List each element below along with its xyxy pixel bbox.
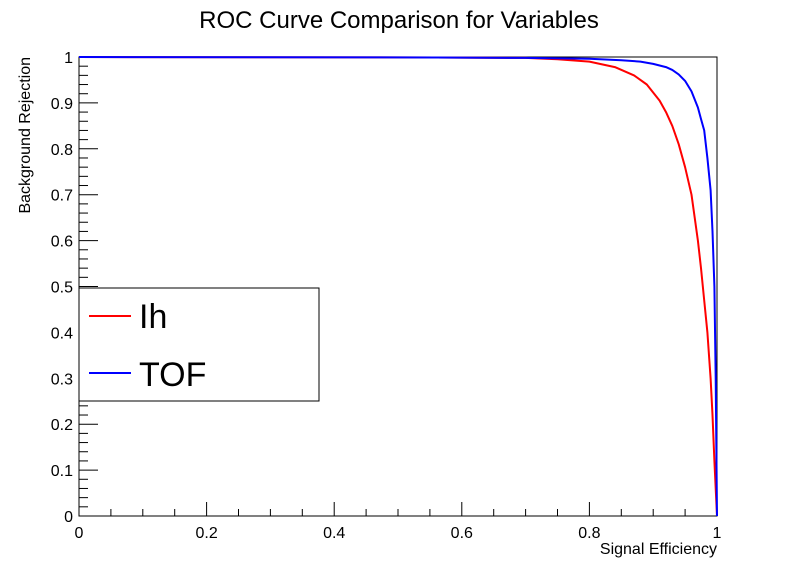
y-tick-label: 0.3 (51, 371, 73, 388)
x-tick-label: 0.6 (451, 525, 473, 542)
x-tick-label: 0.4 (323, 525, 345, 542)
legend-label-tof: TOF (139, 356, 206, 394)
chart-title: ROC Curve Comparison for Variables (199, 7, 599, 34)
series-line-ih (78, 56, 718, 517)
x-axis-title: Signal Efficiency (600, 541, 717, 558)
y-tick-label: 0.2 (51, 417, 73, 434)
x-axis: 0 0.2 0.4 0.6 0.8 1 (75, 502, 722, 542)
x-tick-label: 0.8 (578, 525, 600, 542)
series-line-tof (78, 56, 718, 517)
x-tick-label: 0 (75, 525, 84, 542)
y-tick-label: 0.9 (51, 96, 73, 113)
y-tick-label: 0.7 (51, 188, 73, 205)
y-axis-title: Background Rejection (17, 57, 34, 214)
legend: Ih TOF (78, 287, 320, 402)
legend-label-ih: Ih (139, 298, 167, 336)
y-tick-label: 1 (64, 50, 73, 67)
y-axis: 0 0.1 0.2 0.3 0.4 0.5 0.6 0.7 0.8 0.9 1 (51, 50, 98, 526)
y-tick-label: 0.4 (51, 325, 73, 342)
y-tick-label: 0.5 (51, 280, 73, 297)
series-layer (78, 56, 718, 517)
y-tick-label: 0.8 (51, 142, 73, 159)
y-tick-label: 0.6 (51, 234, 73, 251)
plot-frame (78, 56, 718, 517)
legend-box (78, 287, 320, 402)
y-tick-label: 0.1 (51, 463, 73, 480)
x-tick-label: 1 (713, 525, 722, 542)
x-tick-label: 0.2 (195, 525, 217, 542)
y-tick-label: 0 (64, 509, 73, 526)
